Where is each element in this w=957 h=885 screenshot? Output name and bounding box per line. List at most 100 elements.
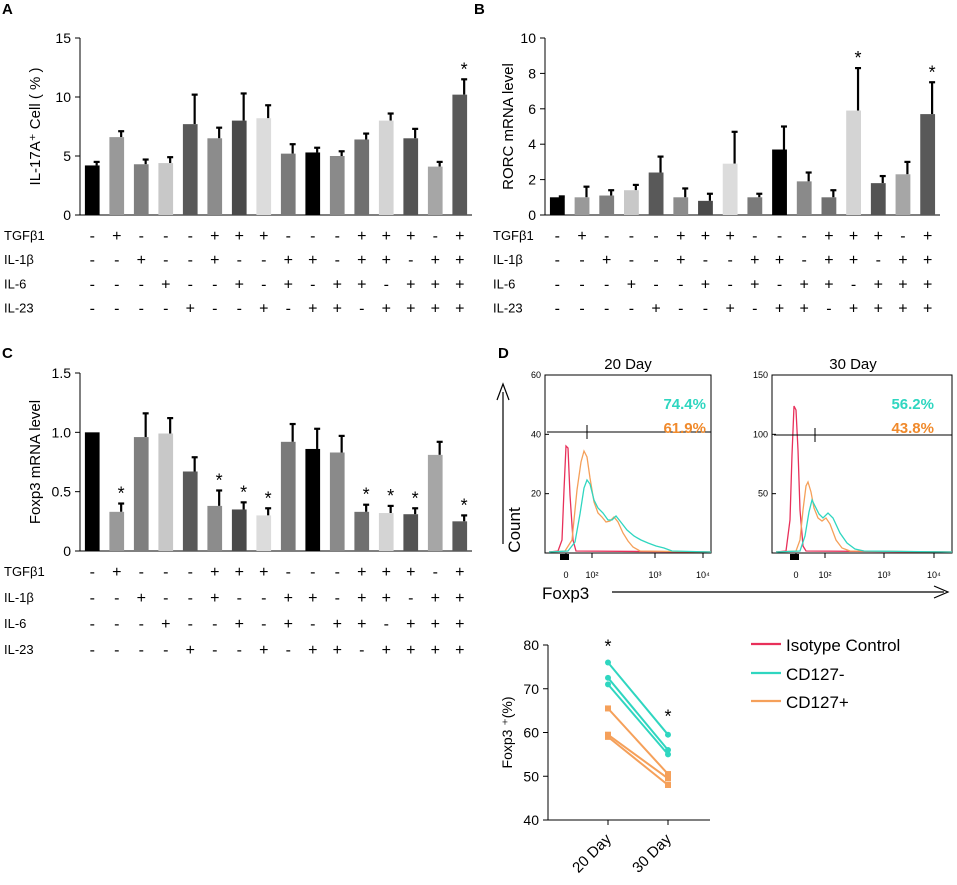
pc-treatment-sign: -: [188, 564, 193, 581]
pa-treatment-label: TGFβ1: [4, 228, 45, 243]
line-ytick-label: 40: [523, 812, 539, 828]
pb-treatment-sign: -: [752, 228, 757, 245]
pc-treatment-sign: +: [382, 564, 391, 581]
pc-treatment-sign: +: [406, 564, 415, 581]
pb-treatment-sign: -: [900, 228, 905, 245]
pb-treatment-sign: +: [874, 276, 883, 293]
pb-treatment-sign: +: [849, 252, 858, 269]
gate-marker-30-day: [774, 428, 952, 442]
line-point-cd127pos: [665, 771, 671, 778]
line-y-axis-title: Foxp3 ⁺(%): [499, 697, 515, 769]
pb-bar: [895, 174, 911, 215]
legend-label-cd127neg: CD127-: [786, 665, 845, 684]
bar-chart-foxp3: 0 0.5 1.0 1.5 Foxp3 mRNA level * * * * * * * * TGFβ1 -…: [4, 365, 472, 659]
hist-xtick-label: 0: [563, 570, 568, 580]
foxp3-line-chart: 40 50 60 70 80 20 Day 30 Day Foxp3 ⁺(%) * *: [499, 637, 710, 876]
legend-label-cd127pos: CD127+: [786, 693, 849, 712]
hist-frame-20-day: [544, 374, 712, 554]
pa-treatment-sign: -: [114, 252, 119, 269]
pc-treatment-label: TGFβ1: [4, 564, 45, 579]
pa-treatment-sign: +: [406, 276, 415, 293]
pb-treatment-sign: +: [923, 228, 932, 245]
pb-treatment-sign: +: [725, 301, 734, 318]
pc-treatment-sign: +: [431, 590, 440, 607]
count-label: Count: [505, 507, 524, 553]
pa-treatment-sign: +: [137, 252, 146, 269]
pb-bar: [549, 197, 565, 215]
pb-treatment-sign: -: [653, 252, 658, 269]
pc-treatment-sign: -: [310, 564, 315, 581]
pb-treatment-sign: +: [627, 276, 636, 293]
pc-treatment-sign: -: [310, 616, 315, 633]
pc-treatment-sign: +: [161, 616, 170, 633]
pc-treatment-sign: +: [235, 564, 244, 581]
pa-treatment-sign: +: [259, 228, 268, 245]
hist-xtick-label: 10²: [585, 570, 598, 580]
pa-treatment-sign: +: [284, 252, 293, 269]
pc-treatment-sign: +: [210, 590, 219, 607]
pc-significance-star: *: [118, 484, 125, 504]
pa-treatment-sign: -: [188, 252, 193, 269]
pc-treatment-sign: -: [359, 642, 364, 659]
pb-treatment-sign: -: [802, 252, 807, 269]
pb-treatment-sign: -: [604, 301, 609, 318]
pa-treatment-sign: -: [237, 301, 242, 318]
pa-bar: [427, 166, 443, 215]
pb-treatment-sign: +: [874, 228, 883, 245]
hist-ytick-label: 40: [531, 429, 541, 439]
line-series-cd127pos: [607, 736, 669, 786]
line-point-cd127neg: [605, 659, 611, 666]
pc-bar: [182, 471, 198, 551]
pb-treatment-label: IL-6: [493, 276, 515, 291]
pb-significance-star: *: [929, 62, 936, 82]
panel-letter-a: A: [2, 1, 13, 18]
curve-cd127neg-30-day: [775, 498, 953, 553]
pc-significance-star: *: [412, 488, 419, 508]
pa-treatment-sign: -: [237, 252, 242, 269]
pc-ytick-label: 0: [63, 543, 71, 559]
pb-treatment-sign: +: [701, 276, 710, 293]
pb-treatment-sign: +: [750, 252, 759, 269]
pc-treatment-sign: -: [212, 642, 217, 659]
pb-treatment-sign: +: [725, 228, 734, 245]
pc-treatment-sign: -: [286, 642, 291, 659]
pa-bar: [84, 165, 100, 215]
pc-treatment-sign: +: [455, 616, 464, 633]
hist-ytick-label: 50: [758, 489, 768, 499]
pc-treatment-sign: -: [212, 616, 217, 633]
hist-ticks-30-day: 50 100 150 0 10² 10³ 10⁴: [753, 370, 941, 580]
panel-letter-b: B: [474, 1, 485, 18]
pa-bar: [182, 124, 198, 215]
pb-treatment-label: TGFβ1: [493, 228, 534, 243]
count-arrowhead-icon: [496, 382, 510, 401]
pb-treatment-sign: -: [555, 228, 560, 245]
curve-isotype-20-day: [548, 444, 712, 553]
pb-ytick-label: 0: [528, 207, 536, 223]
pc-treatment-sign: +: [235, 616, 244, 633]
pb-treatment-sign: +: [898, 301, 907, 318]
pc-significance-star: *: [265, 488, 272, 508]
foxp3-axis-label: Foxp3: [542, 584, 589, 603]
pc-treatment-sign: +: [137, 590, 146, 607]
hist-xtick-label: 10⁴: [927, 570, 941, 580]
hist-xtick-label: 10²: [818, 570, 831, 580]
pb-treatment-sign: -: [604, 228, 609, 245]
pc-bar: [378, 513, 394, 551]
hist-xtick-label: 10³: [877, 570, 890, 580]
pb-ytick-label: 10: [520, 30, 536, 46]
line-point-cd127pos: [665, 782, 671, 788]
pa-treatment-sign: -: [310, 228, 315, 245]
pc-ytick-label: 1.5: [52, 365, 72, 381]
pb-bar: [673, 197, 689, 215]
hist-ytick-label: 100: [753, 429, 768, 439]
pc-treatment-label: IL-1β: [4, 590, 34, 605]
pa-treatment-sign: +: [382, 252, 391, 269]
pa-treatment-sign: -: [90, 228, 95, 245]
pb-treatment-sign: -: [752, 301, 757, 318]
pa-bar: [207, 138, 223, 215]
hist-xtick-label: 10⁴: [696, 570, 710, 580]
line-point-cd127neg: [665, 751, 671, 758]
pc-treatment-sign: -: [188, 590, 193, 607]
pb-treatment-sign: -: [678, 276, 683, 293]
